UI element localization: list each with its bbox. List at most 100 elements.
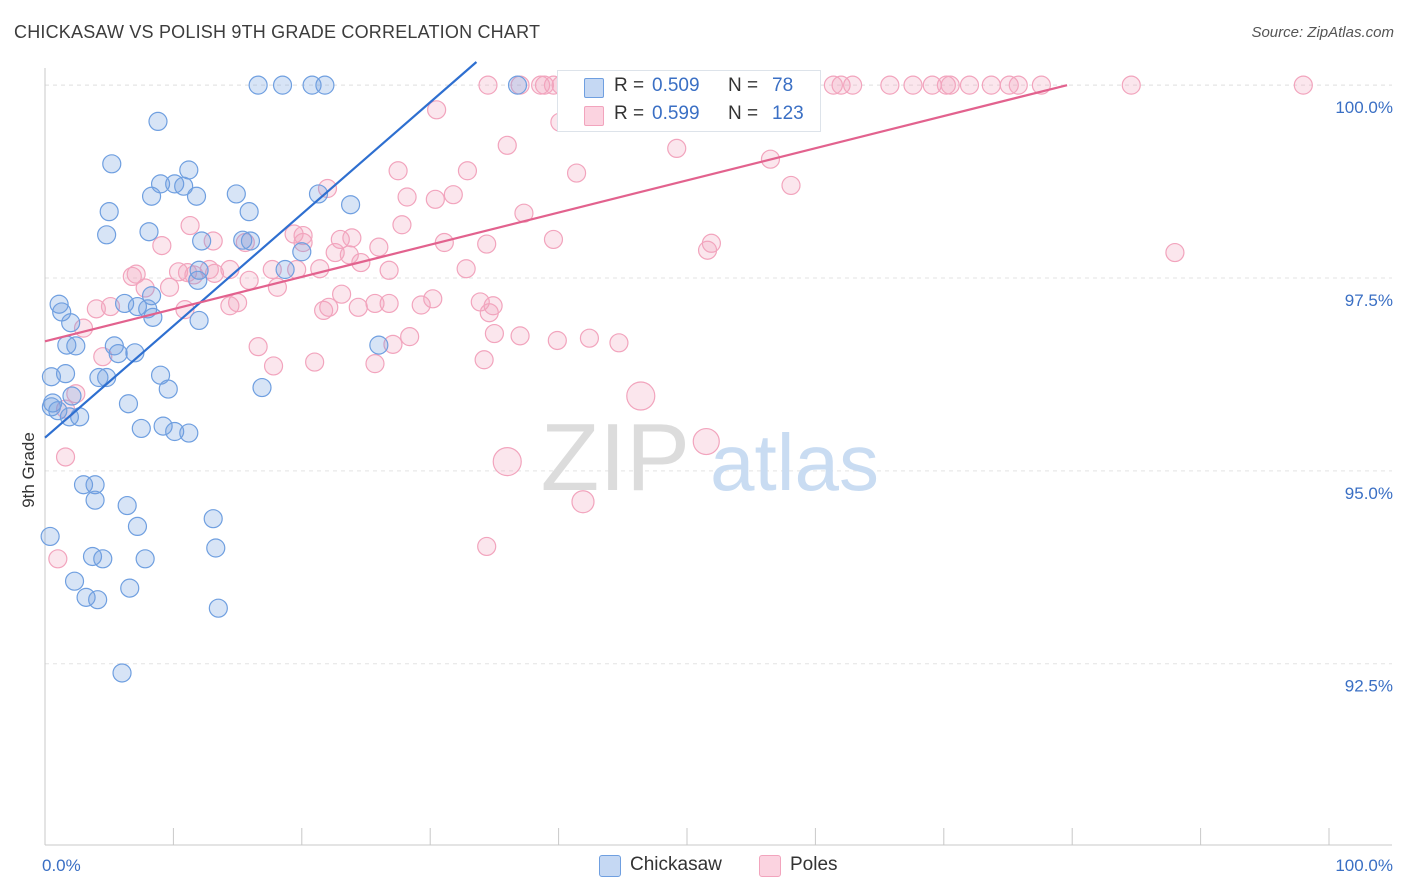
poles-point <box>959 75 980 95</box>
tick-labels: 92.5% 95.0% 97.5% 100.0% 0.0% 100.0% <box>42 98 1393 875</box>
poles-point <box>626 381 656 411</box>
poles-point <box>1121 75 1141 95</box>
chickasaw-point <box>49 294 69 314</box>
poles-point <box>204 263 225 283</box>
chickasaw-point <box>120 578 140 598</box>
poles-point <box>1293 75 1313 95</box>
r-label: R = <box>614 103 645 124</box>
chickasaw-point <box>97 225 117 245</box>
poles-point <box>831 75 851 95</box>
poles-point <box>305 352 325 372</box>
y-axis-label: 9th Grade <box>19 432 38 508</box>
poles-point <box>425 189 445 209</box>
r-value: 0.509 <box>652 75 700 96</box>
legend-label: Poles <box>790 854 838 875</box>
poles-point <box>228 293 248 313</box>
chickasaw-point <box>40 526 60 547</box>
poles-point <box>220 296 240 316</box>
poles-point <box>609 333 629 353</box>
poles-point <box>411 295 431 315</box>
poles-point <box>547 330 567 351</box>
poles-point <box>477 234 497 254</box>
chickasaw-legend-swatch <box>599 855 621 877</box>
chickasaw-point <box>340 195 361 215</box>
poles-point <box>492 447 522 477</box>
series-chickasaw-points <box>40 75 528 683</box>
poles-point <box>392 215 412 235</box>
r-value: 0.599 <box>652 103 700 124</box>
chickasaw-point <box>127 516 148 537</box>
poles-point <box>697 240 718 260</box>
legend-label: Chickasaw <box>630 854 722 875</box>
chickasaw-point <box>70 407 90 427</box>
r-label: R = <box>614 75 645 96</box>
chickasaw-point <box>76 587 96 607</box>
poles-point <box>379 260 399 280</box>
chickasaw-point <box>165 421 185 442</box>
chickasaw-point <box>233 230 253 250</box>
poles-point <box>365 354 385 374</box>
poles-point <box>319 297 339 317</box>
poles-point <box>484 323 504 344</box>
poles-point <box>203 231 223 251</box>
x-tick-label: 0.0% <box>42 856 81 875</box>
chart-title: CHICKASAW VS POLISH 9TH GRADE CORRELATIO… <box>14 22 541 42</box>
poles-point <box>180 215 200 236</box>
watermark: ZIP atlas <box>541 404 879 511</box>
stats-row-chickasaw: R = 0.509 N = 78 <box>558 73 820 101</box>
poles-point <box>543 229 564 250</box>
poles-point <box>423 289 443 309</box>
poles-point <box>510 326 530 346</box>
n-value: 123 <box>772 103 804 124</box>
poles-point <box>400 327 420 347</box>
poles-point <box>443 185 463 205</box>
poles-point <box>152 236 172 256</box>
chickasaw-point <box>174 176 194 196</box>
chickasaw-point <box>507 75 528 95</box>
series-legend: Chickasaw Poles <box>0 850 1406 880</box>
poles-point <box>477 536 497 557</box>
poles-point <box>383 334 403 354</box>
poles-point <box>122 266 142 287</box>
y-tick-label: 92.5% <box>1345 677 1393 696</box>
poles-point <box>342 228 362 248</box>
chickasaw-point <box>315 75 335 95</box>
chickasaw-point <box>369 335 389 355</box>
poles-point <box>823 75 843 95</box>
chickasaw-point <box>89 367 109 388</box>
chickasaw-point <box>48 401 68 421</box>
poles-point <box>692 427 720 456</box>
chickasaw-point <box>66 336 86 356</box>
poles-point <box>474 350 494 370</box>
stats-legend: R = 0.509 N = 78 R = 0.599 N = 123 <box>557 70 821 132</box>
poles-point <box>478 75 498 95</box>
poles-point <box>456 259 476 279</box>
poles-point <box>843 75 863 95</box>
chickasaw-point <box>179 423 199 443</box>
chickasaw-point <box>139 222 159 242</box>
y-tick-label: 95.0% <box>1345 484 1393 503</box>
chickasaw-point <box>158 379 178 399</box>
poles-point <box>388 161 408 181</box>
x-tick-label: 100.0% <box>1335 856 1393 875</box>
poles-point <box>348 297 368 317</box>
poles-point <box>365 293 385 314</box>
chickasaw-point <box>203 509 223 529</box>
chickasaw-point <box>148 111 168 132</box>
chickasaw-point <box>41 367 62 387</box>
chickasaw-point <box>240 231 261 251</box>
chickasaw-trend-line <box>44 61 478 439</box>
poles-point <box>86 299 106 319</box>
chickasaw-point <box>88 590 108 610</box>
chickasaw-point <box>73 475 94 495</box>
poles-point <box>135 278 155 298</box>
chickasaw-point <box>99 202 119 222</box>
poles-legend-swatch <box>759 855 781 877</box>
chickasaw-point <box>141 186 162 206</box>
poles-point <box>667 138 687 158</box>
chickasaw-point <box>143 307 163 327</box>
chickasaw-point <box>248 75 268 95</box>
chickasaw-point <box>292 242 312 262</box>
watermark-atlas: atlas <box>710 418 879 507</box>
